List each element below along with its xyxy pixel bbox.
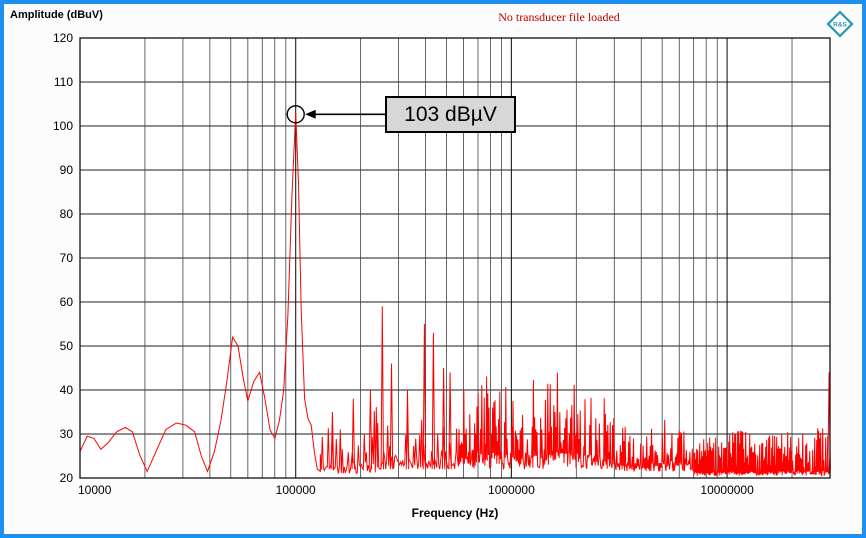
transducer-status-message: No transducer file loaded [498,10,620,24]
svg-text:1000000: 1000000 [488,483,535,497]
svg-text:80: 80 [60,207,74,221]
svg-text:120: 120 [53,31,73,45]
x-axis-title: Frequency (Hz) [411,506,499,520]
svg-text:100: 100 [53,119,73,133]
svg-text:50: 50 [60,339,74,353]
spectrum-chart-canvas[interactable]: 120 110 100 90 80 70 60 50 40 30 20 10000 100000 1000… [4,4,862,534]
svg-text:90: 90 [60,163,74,177]
svg-text:10000000: 10000000 [700,483,754,497]
rs-logo-text: R&S [833,22,847,29]
svg-text:60: 60 [60,295,74,309]
peak-annotation-label: 103 dBµV [385,96,516,133]
y-axis-title: Amplitude (dBuV) [10,9,103,21]
svg-text:10000: 10000 [78,483,112,497]
svg-text:100000: 100000 [276,483,316,497]
svg-text:30: 30 [60,427,74,441]
svg-text:20: 20 [60,471,74,485]
svg-text:40: 40 [60,383,74,397]
svg-text:110: 110 [54,75,73,89]
svg-text:70: 70 [60,251,74,265]
rs-logo-icon: R&S [826,10,854,38]
